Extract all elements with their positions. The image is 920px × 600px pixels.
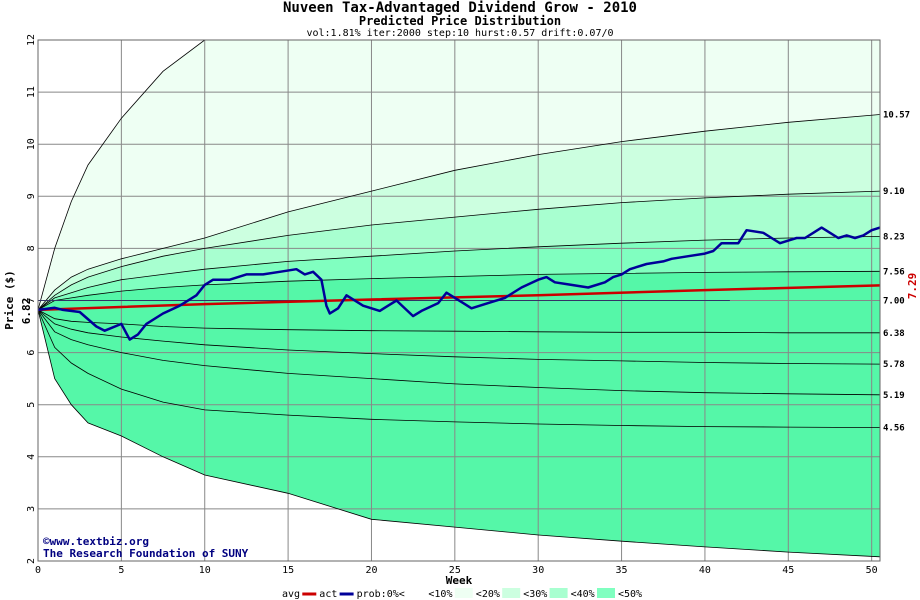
legend-label-avg: avg: [282, 589, 300, 600]
credit-org: The Research Foundation of SUNY: [43, 547, 249, 560]
band-boundary-line: [38, 309, 880, 365]
right-value-label: 5.78: [883, 360, 905, 370]
y-tick-label: 9: [26, 193, 37, 199]
prob-band-5: [38, 271, 880, 557]
legend-label-prob: prob:0%<: [357, 589, 405, 600]
y-tick-label: 8: [26, 245, 37, 251]
boundary-lines: [38, 40, 880, 558]
band-boundary-line: [38, 270, 880, 311]
y-tick-label: 10: [26, 138, 37, 150]
right-value-label: 8.23: [883, 232, 905, 242]
y-tick-label: 6: [26, 350, 37, 356]
x-tick-label: 30: [532, 565, 544, 576]
chart-subtitle: Predicted Price Distribution: [359, 14, 561, 28]
x-tick-label: 35: [616, 565, 628, 576]
legend: avg act prob:0%< <10% <20% <30% <40% <50%: [282, 588, 642, 600]
x-tick-label: 40: [699, 565, 711, 576]
legend-swatch-40: [597, 588, 615, 598]
band-boundary-line: [38, 309, 880, 334]
right-value-label: 4.56: [883, 424, 905, 434]
right-value-label: 6.38: [883, 329, 905, 339]
y-tick-label: 2: [26, 558, 37, 564]
right-value-label: 7.00: [883, 297, 905, 307]
end-avg-label: 7.29: [906, 273, 919, 300]
legend-swatch-20: [502, 588, 521, 598]
legend-swatch-0: [407, 588, 426, 598]
credit-copyright: ©www.textbiz.org: [43, 535, 149, 548]
plot-frame: [37, 39, 881, 562]
x-tick-label: 5: [118, 565, 124, 576]
legend-label-20: <20%: [476, 589, 500, 600]
y-tick-label: 7: [26, 297, 37, 303]
band-boundary-line: [38, 190, 880, 311]
right-labels: 10.57 9.10 8.23 7.56 7.00 6.38 5.78 5.19 4.56: [883, 111, 910, 434]
legend-label-act: act: [319, 589, 337, 600]
x-tick-label: 0: [35, 565, 41, 576]
x-tick-label: 20: [365, 565, 377, 576]
legend-swatch-10: [454, 588, 473, 598]
band-boundary-line: [38, 309, 880, 558]
legend-label-10: <10%: [428, 589, 452, 600]
band-boundary-line: [38, 309, 880, 429]
start-price-label: 6.82: [20, 298, 33, 325]
x-tick-label: 25: [449, 565, 461, 576]
right-value-label: 5.19: [883, 391, 905, 401]
x-tick-label: 45: [782, 565, 794, 576]
chart-title: Nuveen Tax-Advantaged Dividend Grow - 20…: [283, 0, 637, 16]
legend-label-50: <50%: [618, 589, 642, 600]
y-tick-label: 12: [26, 34, 37, 46]
y-tick-label: 5: [26, 402, 37, 408]
right-value-label: 10.57: [883, 111, 910, 121]
band-boundary-line: [38, 236, 880, 311]
y-tick-label: 4: [26, 454, 37, 460]
band-boundary-line: [38, 114, 880, 311]
chart-params: vol:1.81% iter:2000 step:10 hurst:0.57 d…: [306, 28, 613, 39]
legend-label-40: <40%: [571, 589, 595, 600]
act-series-line: [38, 226, 880, 341]
x-tick-label: 10: [199, 565, 211, 576]
right-value-label: 7.56: [883, 267, 905, 277]
y-tick-label: 3: [26, 506, 37, 512]
y-tick-label: 11: [26, 86, 37, 98]
band-boundary-line: [38, 309, 880, 396]
x-tick-label: 15: [282, 565, 294, 576]
legend-swatch-30: [549, 588, 568, 598]
x-tick-label: 50: [866, 565, 878, 576]
right-value-label: 9.10: [883, 187, 905, 197]
legend-label-30: <30%: [523, 589, 547, 600]
y-axis-label: Price ($): [3, 270, 16, 330]
series-layer: [38, 226, 880, 341]
band-boundary-line: [38, 40, 880, 311]
x-axis-label: Week: [446, 574, 473, 587]
